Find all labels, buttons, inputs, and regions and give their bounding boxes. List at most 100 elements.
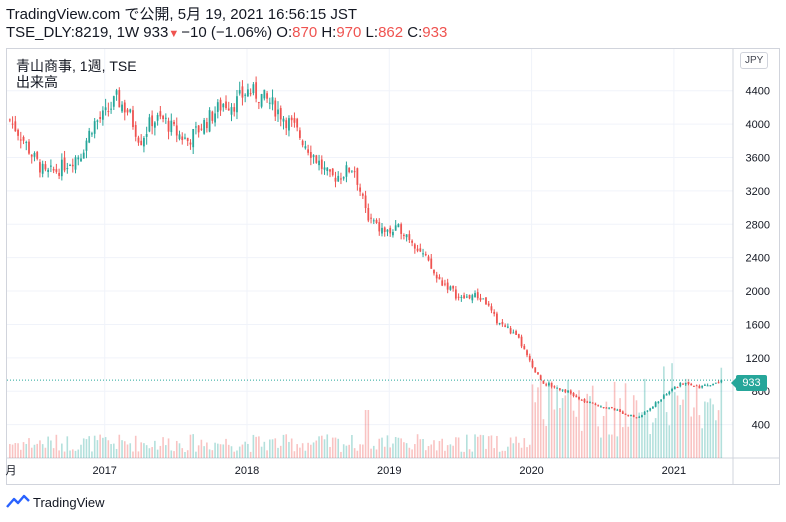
candle-body bbox=[159, 111, 162, 117]
candle-body bbox=[279, 108, 282, 120]
currency-button[interactable]: JPY bbox=[740, 52, 769, 69]
brand-footer[interactable]: TradingView bbox=[6, 494, 105, 510]
candle-body bbox=[257, 102, 260, 104]
candle-body bbox=[348, 167, 351, 173]
candle-body bbox=[96, 120, 99, 122]
candle-body bbox=[449, 286, 452, 290]
candle-body bbox=[184, 137, 186, 139]
y-tick-label: 3200 bbox=[746, 186, 770, 198]
candle-body bbox=[534, 367, 537, 373]
candle-body bbox=[19, 139, 22, 141]
candle-body bbox=[550, 382, 553, 387]
candle-body bbox=[545, 384, 548, 386]
candle-body bbox=[200, 128, 203, 130]
volume-bar bbox=[69, 450, 71, 458]
open-value: 870 bbox=[292, 24, 318, 41]
candle-body bbox=[263, 89, 266, 99]
volume-bar bbox=[435, 450, 438, 458]
candle-body bbox=[69, 165, 71, 167]
candle-body bbox=[578, 396, 580, 400]
volume-bar bbox=[687, 378, 690, 458]
candle-body bbox=[394, 225, 397, 231]
candle-body bbox=[542, 380, 545, 384]
volume-bar bbox=[553, 409, 556, 458]
volume-bar bbox=[466, 434, 468, 458]
candle-body bbox=[312, 155, 315, 157]
volume-bar bbox=[638, 412, 641, 458]
volume-bar bbox=[99, 434, 101, 458]
legend-volume: 出来高 bbox=[16, 74, 58, 90]
candle-body bbox=[621, 411, 624, 414]
volume-bar bbox=[386, 435, 389, 458]
volume-bar bbox=[545, 425, 547, 458]
volume-bar bbox=[684, 378, 687, 458]
volume-bar bbox=[419, 439, 422, 458]
candle-body bbox=[14, 121, 17, 132]
volume-bar bbox=[85, 439, 88, 458]
candle-body bbox=[156, 115, 159, 121]
volume-bar bbox=[252, 434, 255, 458]
low-value: 862 bbox=[378, 24, 404, 41]
volume-bar bbox=[121, 440, 123, 458]
volume-bar bbox=[30, 447, 33, 458]
candle-body bbox=[482, 298, 485, 300]
candle-body bbox=[408, 234, 411, 240]
candle-body bbox=[39, 162, 41, 173]
volume-bar bbox=[476, 436, 479, 458]
candle-body bbox=[88, 130, 91, 143]
candle-body bbox=[504, 325, 507, 327]
volume-bar bbox=[400, 438, 402, 458]
volume-bar bbox=[351, 434, 353, 458]
x-tick-label: 2020 bbox=[519, 465, 543, 477]
volume-bar bbox=[427, 446, 430, 458]
candle-body bbox=[197, 125, 200, 133]
candle-body bbox=[627, 414, 630, 417]
volume-bar bbox=[132, 451, 134, 458]
volume-bar bbox=[438, 441, 441, 458]
publish-info: TradingView.com で公開, 5月 19, 2021 16:56:1… bbox=[6, 6, 358, 23]
volume-bar bbox=[279, 445, 282, 458]
chart-frame[interactable] bbox=[6, 48, 780, 485]
volume-bar bbox=[249, 451, 252, 458]
volume-bar bbox=[548, 379, 550, 458]
volume-bar bbox=[274, 438, 277, 458]
volume-bar bbox=[559, 408, 561, 458]
candle-body bbox=[301, 140, 304, 146]
candle-body bbox=[17, 129, 19, 136]
volume-bar bbox=[320, 435, 323, 458]
candle-body bbox=[307, 149, 310, 153]
volume-bar bbox=[474, 434, 476, 458]
candle-body bbox=[463, 295, 465, 299]
volume-bar bbox=[77, 449, 80, 458]
candle-body bbox=[219, 99, 222, 111]
candle-body bbox=[192, 128, 195, 148]
candle-body bbox=[720, 380, 723, 383]
candle-body bbox=[506, 326, 509, 328]
volume-bar bbox=[203, 446, 205, 458]
candle-body bbox=[605, 407, 608, 409]
candle-body bbox=[323, 167, 326, 170]
candle-body bbox=[671, 388, 673, 392]
volume-bar bbox=[41, 444, 44, 458]
candle-body bbox=[383, 227, 386, 232]
candle-body bbox=[353, 171, 356, 173]
volume-bar bbox=[145, 445, 148, 458]
candle-body bbox=[452, 285, 455, 289]
candle-body bbox=[465, 296, 468, 298]
candle-body bbox=[367, 207, 370, 221]
volume-bar bbox=[61, 443, 63, 458]
volume-bar bbox=[337, 438, 340, 458]
down-triangle-icon: ▼ bbox=[168, 28, 180, 40]
candle-body bbox=[132, 110, 134, 128]
volume-bar bbox=[137, 451, 140, 458]
candle-body bbox=[249, 93, 252, 95]
volume-bar bbox=[444, 450, 446, 458]
volume-bar bbox=[600, 437, 602, 458]
x-tick-label: 月 bbox=[6, 465, 17, 477]
volume-bar bbox=[490, 435, 493, 458]
candle-body bbox=[375, 219, 378, 223]
volume-bar bbox=[496, 435, 498, 458]
volume-bar bbox=[550, 381, 553, 458]
candle-body bbox=[99, 116, 102, 120]
